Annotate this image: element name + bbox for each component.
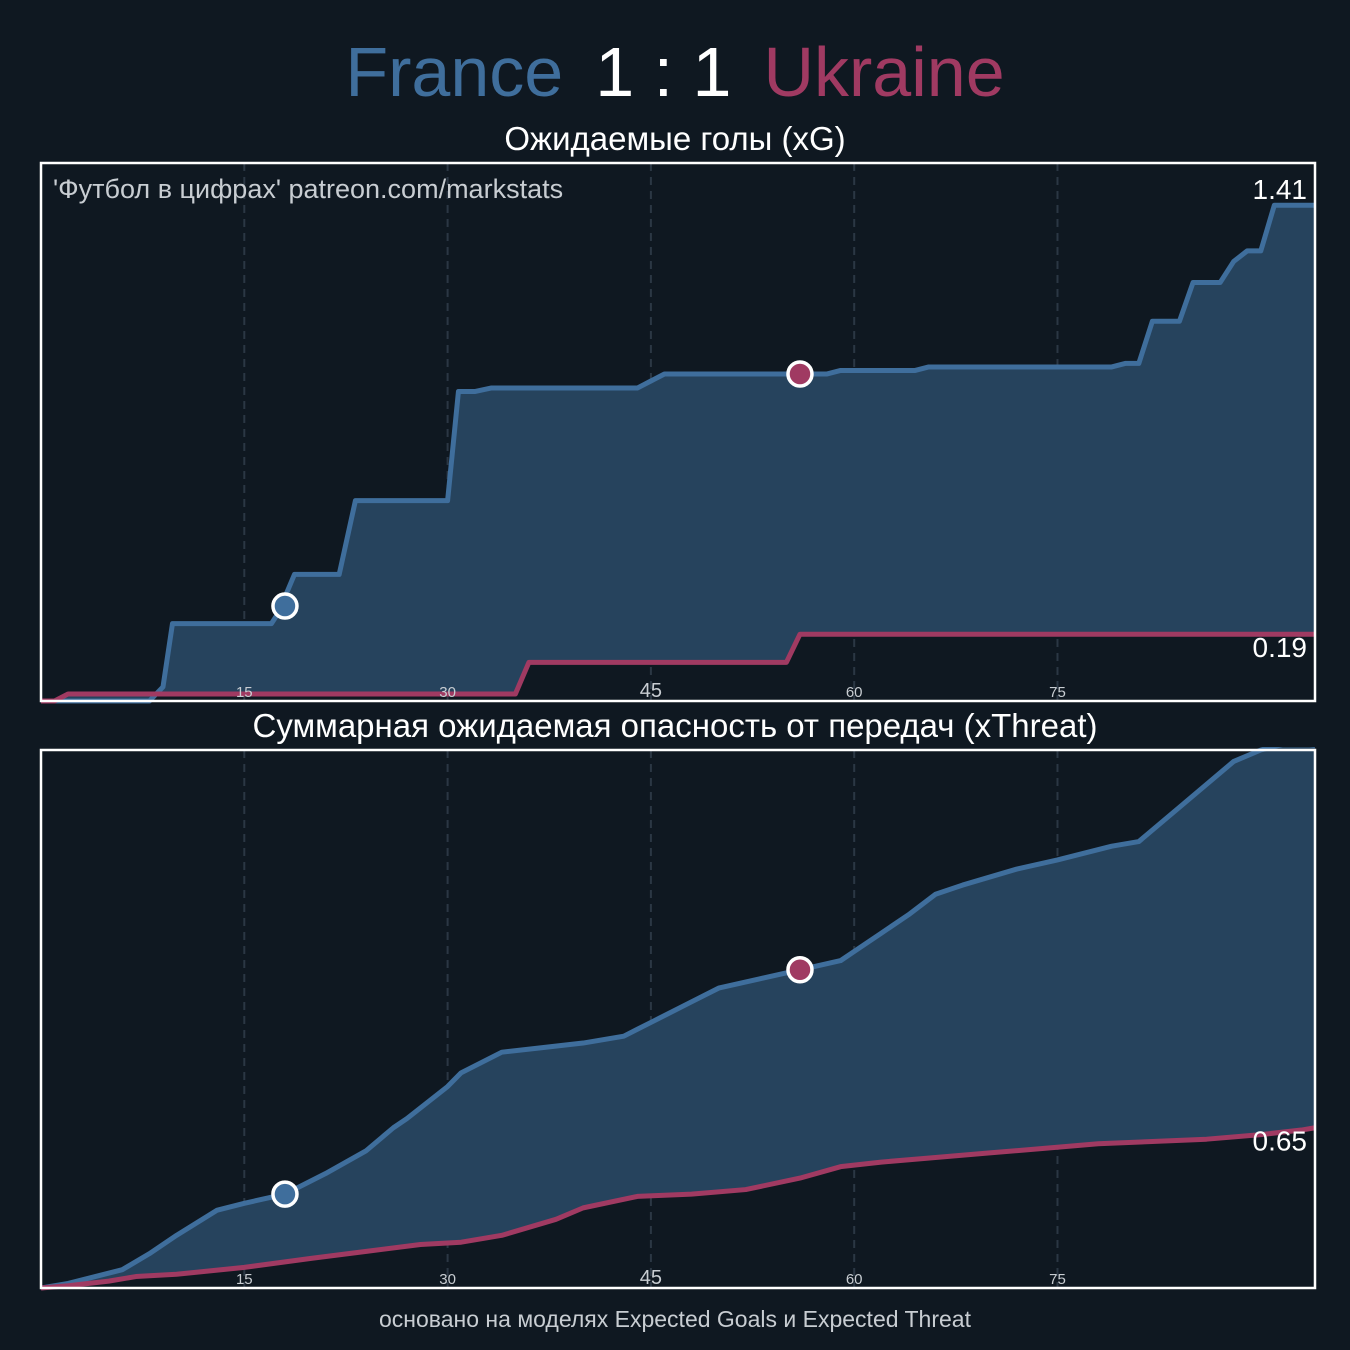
footer-note: основано на моделях Expected Goals и Exp… bbox=[379, 1306, 971, 1332]
xthreat-chart: 15304560752.180.65 bbox=[39, 747, 1317, 1291]
plot-frame bbox=[39, 748, 1317, 1290]
x-tick-label-30: 30 bbox=[439, 1271, 456, 1288]
xthreat-chart-title: Суммарная ожидаемая опасность от передач… bbox=[252, 707, 1098, 744]
x-tick-label-75: 75 bbox=[1049, 684, 1066, 701]
away-team-name: Ukraine bbox=[763, 33, 1005, 111]
end-label-ukraine: 0.65 bbox=[1253, 1126, 1308, 1157]
goal-marker-france bbox=[271, 1180, 299, 1208]
x-tick-label-75: 75 bbox=[1049, 1271, 1066, 1288]
goal-marker-france bbox=[271, 592, 299, 620]
x-tick-label-60: 60 bbox=[846, 684, 863, 701]
xg-chart-title: Ожидаемые голы (xG) bbox=[504, 120, 846, 157]
xg-difference-area bbox=[41, 205, 1315, 701]
end-label-france: 1.41 bbox=[1253, 174, 1308, 205]
x-tick-label-30: 30 bbox=[439, 684, 456, 701]
x-tick-label-60: 60 bbox=[846, 1271, 863, 1288]
x-tick-label-15: 15 bbox=[236, 1271, 253, 1288]
match-header: France 1 : 1 Ukraine bbox=[0, 22, 1350, 122]
x-tick-label-45: 45 bbox=[640, 1267, 662, 1289]
match-score: 1 : 1 bbox=[595, 33, 732, 111]
x-tick-label-45: 45 bbox=[640, 680, 662, 702]
series-line-ukraine bbox=[40, 1125, 1316, 1291]
series-line-france bbox=[40, 747, 1315, 1291]
goal-marker-ukraine bbox=[786, 360, 814, 388]
xg-difference-area bbox=[41, 747, 1315, 1288]
end-label-ukraine: 0.19 bbox=[1253, 632, 1308, 663]
watermark-text: 'Футбол в цифрах' patreon.com/markstats bbox=[53, 174, 563, 204]
goal-marker-ukraine bbox=[786, 956, 814, 984]
home-team-name: France bbox=[345, 33, 564, 111]
xg-chart: 15 30 45 60 75 1.41 0.19 'Футбол в цифрах' patr… bbox=[39, 161, 1317, 704]
plot-frame bbox=[39, 161, 1317, 703]
x-tick-label-15: 15 bbox=[236, 684, 253, 701]
